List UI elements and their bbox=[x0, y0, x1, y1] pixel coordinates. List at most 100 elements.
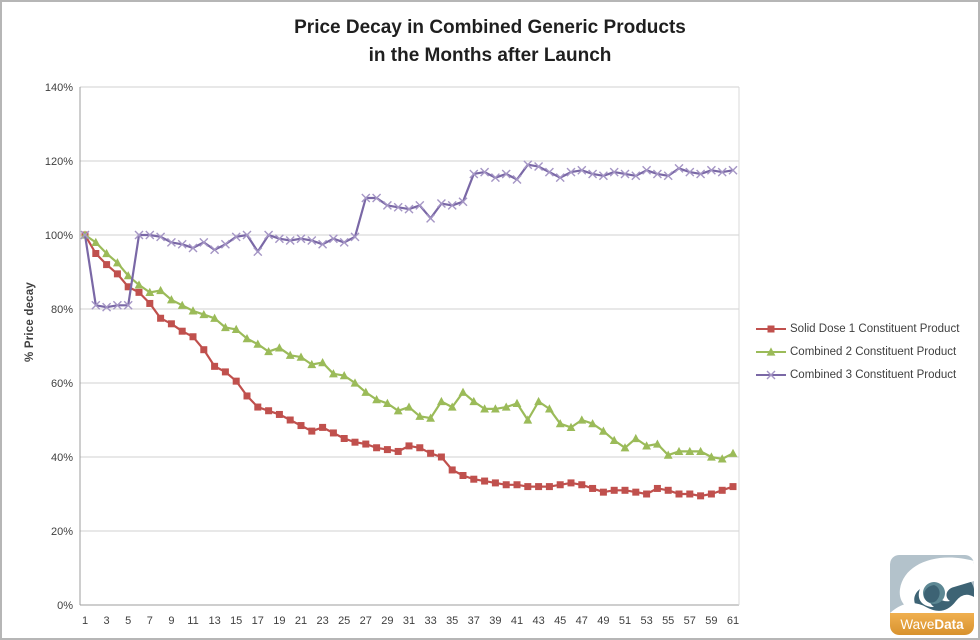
data-point-marker bbox=[642, 165, 652, 175]
data-point-marker bbox=[447, 402, 457, 411]
data-point-marker bbox=[415, 411, 425, 420]
x-tick-label: 3 bbox=[104, 615, 110, 627]
data-point-marker bbox=[491, 404, 500, 413]
data-point-marker bbox=[501, 169, 511, 179]
data-point-marker bbox=[706, 165, 716, 175]
data-point-marker bbox=[372, 395, 381, 404]
data-point-marker bbox=[524, 483, 532, 491]
data-point-marker bbox=[319, 423, 327, 431]
data-point-marker bbox=[555, 173, 565, 183]
data-point-marker bbox=[200, 346, 208, 354]
data-point-marker bbox=[188, 243, 198, 253]
data-point-marker bbox=[697, 492, 705, 500]
x-tick-label: 5 bbox=[125, 615, 131, 627]
x-tick-label: 35 bbox=[446, 615, 458, 627]
data-point-marker bbox=[458, 197, 468, 207]
data-point-marker bbox=[242, 230, 252, 240]
data-point-marker bbox=[361, 387, 371, 396]
x-tick-label: 17 bbox=[252, 615, 264, 627]
series-line bbox=[83, 163, 735, 309]
data-point-marker bbox=[631, 433, 641, 443]
x-tick-label: 21 bbox=[295, 615, 307, 627]
y-tick-label: 0% bbox=[57, 600, 73, 612]
data-point-marker bbox=[156, 232, 166, 242]
data-point-marker bbox=[274, 234, 284, 244]
logo-text-data: Data bbox=[934, 617, 964, 632]
data-point-marker bbox=[394, 447, 402, 455]
data-point-marker bbox=[124, 283, 132, 291]
data-point-marker bbox=[199, 237, 209, 247]
data-point-marker bbox=[339, 237, 349, 247]
x-tick-label: 41 bbox=[511, 615, 523, 627]
data-point-marker bbox=[766, 370, 776, 380]
x-tick-label: 39 bbox=[489, 615, 501, 627]
data-point-marker bbox=[437, 396, 446, 406]
data-point-marker bbox=[707, 490, 715, 498]
data-point-marker bbox=[167, 295, 176, 304]
wave-icon: WaveData bbox=[890, 555, 974, 635]
data-point-marker bbox=[177, 300, 187, 309]
data-point-marker bbox=[674, 163, 684, 173]
x-tick-label: 7 bbox=[147, 615, 153, 627]
data-point-marker bbox=[318, 358, 327, 367]
data-point-marker bbox=[589, 484, 597, 492]
data-point-marker bbox=[264, 346, 273, 356]
data-point-marker bbox=[231, 324, 241, 333]
x-tick-label: 57 bbox=[684, 615, 696, 627]
data-point-marker bbox=[556, 481, 564, 489]
data-point-marker bbox=[80, 230, 90, 240]
data-point-marker bbox=[717, 454, 727, 463]
data-point-marker bbox=[512, 398, 522, 407]
chart-title: Price Decay in Combined Generic Products… bbox=[2, 14, 978, 70]
x-tick-label: 27 bbox=[360, 615, 372, 627]
data-point-marker bbox=[102, 248, 111, 258]
data-point-marker bbox=[426, 213, 436, 223]
data-point-marker bbox=[728, 448, 738, 457]
data-point-marker bbox=[254, 403, 262, 411]
data-point-marker bbox=[329, 369, 338, 378]
data-point-marker bbox=[113, 258, 122, 267]
data-point-marker bbox=[685, 167, 695, 177]
data-point-marker bbox=[264, 230, 274, 240]
y-tick-label: 40% bbox=[51, 452, 73, 464]
y-tick-label: 20% bbox=[51, 526, 73, 538]
data-point-marker bbox=[275, 410, 283, 418]
data-point-marker bbox=[123, 300, 133, 310]
data-point-marker bbox=[167, 320, 175, 328]
x-tick-label: 11 bbox=[187, 615, 198, 627]
data-point-marker bbox=[416, 444, 424, 452]
x-tick-label: 19 bbox=[273, 615, 285, 627]
data-point-marker bbox=[286, 416, 294, 424]
data-point-marker bbox=[285, 350, 295, 359]
legend-item-solid-dose-1: Solid Dose 1 Constituent Product bbox=[756, 323, 959, 335]
data-point-marker bbox=[588, 169, 598, 179]
legend-item-combined-2: Combined 2 Constituent Product bbox=[756, 346, 959, 358]
data-point-marker bbox=[652, 169, 662, 179]
data-point-marker bbox=[296, 352, 306, 361]
data-point-marker bbox=[156, 285, 165, 295]
data-point-marker bbox=[491, 479, 499, 487]
data-point-marker bbox=[297, 422, 305, 430]
data-point-marker bbox=[221, 322, 230, 332]
data-point-marker bbox=[199, 309, 209, 319]
y-tick-label: 60% bbox=[51, 378, 73, 390]
data-point-marker bbox=[696, 446, 705, 456]
data-point-marker bbox=[459, 472, 467, 479]
data-point-marker bbox=[189, 333, 197, 341]
data-point-marker bbox=[103, 261, 111, 269]
data-point-marker bbox=[643, 490, 651, 498]
data-point-marker bbox=[393, 202, 403, 212]
x-tick-label: 15 bbox=[230, 615, 242, 627]
x-tick-label: 23 bbox=[316, 615, 328, 627]
data-point-marker bbox=[653, 484, 661, 492]
data-point-marker bbox=[545, 404, 554, 413]
x-tick-label: 31 bbox=[403, 615, 415, 627]
x-tick-label: 55 bbox=[662, 615, 674, 627]
data-point-marker bbox=[415, 200, 425, 210]
data-point-marker bbox=[632, 488, 640, 496]
x-tick-label: 33 bbox=[424, 615, 436, 627]
data-point-marker bbox=[766, 347, 776, 356]
data-point-marker bbox=[534, 162, 544, 172]
